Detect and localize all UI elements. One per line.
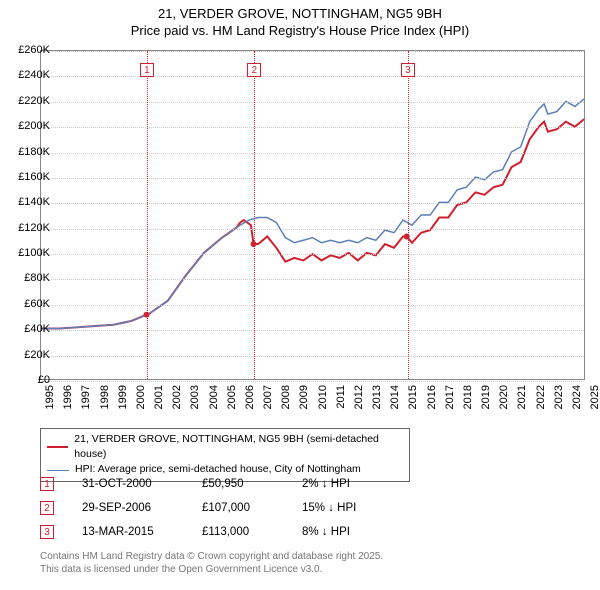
xtick-label: 2002 [171, 385, 183, 409]
xtick-label: 2000 [135, 385, 147, 409]
series-line [41, 99, 584, 329]
xtick-label: 2024 [571, 385, 583, 409]
sale-marker-line [254, 51, 255, 379]
footer-line-1: Contains HM Land Registry data © Crown c… [40, 550, 383, 563]
xtick-label: 2020 [498, 385, 510, 409]
sale-marker-line [147, 51, 148, 379]
xtick-label: 1997 [80, 385, 92, 409]
xtick-label: 1995 [44, 385, 56, 409]
gridline-h [41, 127, 584, 128]
gridline-h [41, 305, 584, 306]
chart-area: 1 2 3 [40, 50, 585, 380]
legend-swatch [47, 470, 69, 471]
gridline-h [41, 153, 584, 154]
sales-table: 1 31-OCT-2000£50,9502% ↓ HPI 2 29-SEP-2006£… [40, 472, 412, 544]
gridline-h [41, 102, 584, 103]
xtick-label: 2018 [462, 385, 474, 409]
sales-date: 31-OCT-2000 [82, 478, 202, 490]
gridline-h [41, 76, 584, 77]
xtick-label: 1999 [117, 385, 129, 409]
sales-price: £107,000 [202, 502, 302, 514]
sales-row: 2 29-SEP-2006£107,00015% ↓ HPI [40, 496, 412, 520]
sale-marker-line [408, 51, 409, 379]
xtick-label: 2025 [589, 385, 600, 409]
xtick-label: 2003 [189, 385, 201, 409]
xtick-label: 2005 [226, 385, 238, 409]
ytick-label: £140K [18, 196, 50, 208]
footer-line-2: This data is licensed under the Open Gov… [40, 563, 383, 576]
ytick-label: £80K [24, 272, 50, 284]
gridline-h [41, 381, 584, 382]
gridline-h [41, 178, 584, 179]
gridline-h [41, 229, 584, 230]
chart-container: 21, VERDER GROVE, NOTTINGHAM, NG5 9BH Pr… [0, 0, 600, 590]
ytick-label: £160K [18, 171, 50, 183]
xtick-label: 2007 [262, 385, 274, 409]
ytick-label: £60K [24, 298, 50, 310]
xtick-label: 2010 [317, 385, 329, 409]
legend-label: 21, VERDER GROVE, NOTTINGHAM, NG5 9BH (s… [74, 432, 403, 462]
ytick-label: £40K [24, 323, 50, 335]
sales-price: £113,000 [202, 526, 302, 538]
xtick-label: 2004 [208, 385, 220, 409]
gridline-h [41, 279, 584, 280]
ytick-label: £120K [18, 222, 50, 234]
gridline-h [41, 51, 584, 52]
sale-marker-box: 3 [401, 63, 415, 77]
ytick-label: £200K [18, 120, 50, 132]
xtick-label: 2021 [516, 385, 528, 409]
sales-marker-id: 2 [40, 501, 54, 515]
footer: Contains HM Land Registry data © Crown c… [40, 550, 383, 576]
xtick-label: 2008 [280, 385, 292, 409]
xtick-label: 2015 [407, 385, 419, 409]
sales-delta: 15% ↓ HPI [302, 502, 412, 514]
xtick-label: 1996 [62, 385, 74, 409]
sales-marker-id: 1 [40, 477, 54, 491]
title-line-1: 21, VERDER GROVE, NOTTINGHAM, NG5 9BH [0, 6, 600, 23]
sales-delta: 8% ↓ HPI [302, 526, 412, 538]
title-line-2: Price paid vs. HM Land Registry's House … [0, 23, 600, 40]
legend-row: 21, VERDER GROVE, NOTTINGHAM, NG5 9BH (s… [47, 432, 403, 462]
xtick-label: 2016 [426, 385, 438, 409]
plot-region: 1 2 3 [40, 50, 585, 380]
gridline-h [41, 330, 584, 331]
ytick-label: £180K [18, 146, 50, 158]
xtick-label: 2017 [444, 385, 456, 409]
gridline-h [41, 203, 584, 204]
xtick-label: 2001 [153, 385, 165, 409]
sales-marker-id: 3 [40, 525, 54, 539]
sales-price: £50,950 [202, 478, 302, 490]
xtick-label: 2009 [298, 385, 310, 409]
sale-marker-box: 1 [140, 63, 154, 77]
xtick-label: 2014 [389, 385, 401, 409]
legend-swatch [47, 446, 68, 448]
ytick-label: £100K [18, 247, 50, 259]
xtick-label: 1998 [99, 385, 111, 409]
xtick-label: 2023 [553, 385, 565, 409]
xtick-label: 2012 [353, 385, 365, 409]
xtick-label: 2022 [535, 385, 547, 409]
sales-delta: 2% ↓ HPI [302, 478, 412, 490]
sales-date: 13-MAR-2015 [82, 526, 202, 538]
sales-row: 1 31-OCT-2000£50,9502% ↓ HPI [40, 472, 412, 496]
sales-date: 29-SEP-2006 [82, 502, 202, 514]
xtick-label: 2011 [335, 385, 347, 409]
xtick-label: 2013 [371, 385, 383, 409]
gridline-h [41, 356, 584, 357]
ytick-label: £260K [18, 44, 50, 56]
series-line [41, 119, 584, 328]
ytick-label: £240K [18, 69, 50, 81]
sales-row: 3 13-MAR-2015£113,0008% ↓ HPI [40, 520, 412, 544]
xtick-label: 2019 [480, 385, 492, 409]
title-block: 21, VERDER GROVE, NOTTINGHAM, NG5 9BH Pr… [0, 0, 600, 40]
gridline-h [41, 254, 584, 255]
ytick-label: £220K [18, 95, 50, 107]
xtick-label: 2006 [244, 385, 256, 409]
ytick-label: £20K [24, 349, 50, 361]
sale-marker-box: 2 [247, 63, 261, 77]
